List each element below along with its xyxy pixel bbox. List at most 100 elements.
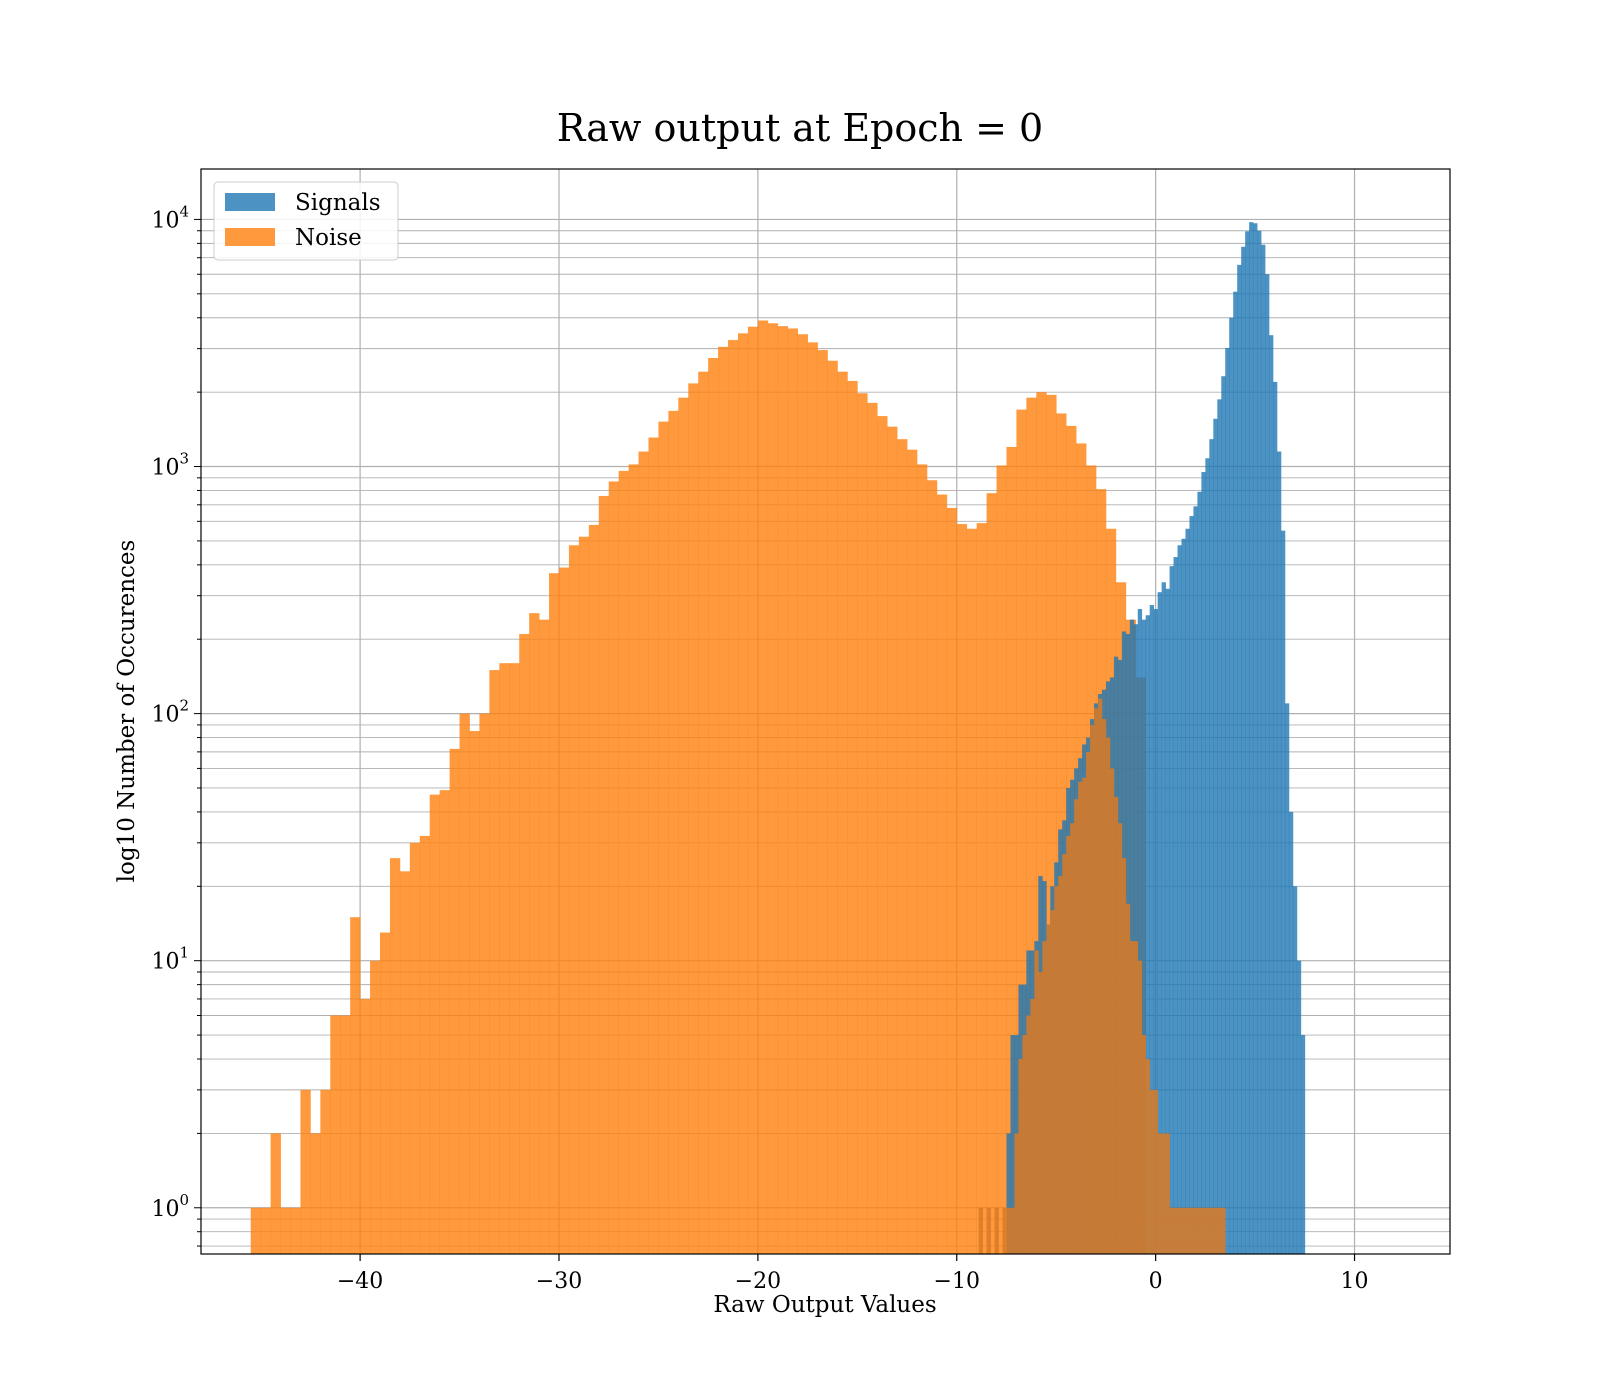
histogram-bar (379, 932, 391, 1254)
y-tick-label: 100 (151, 1191, 189, 1222)
histogram-bar (1217, 1207, 1222, 1254)
histogram-bar (1149, 605, 1155, 1254)
legend-swatch-noise (225, 228, 275, 246)
x-tick-label: 0 (1149, 1269, 1163, 1294)
histogram-bar (250, 1207, 262, 1254)
histogram-bar (370, 960, 381, 1254)
histogram-bar (1209, 439, 1214, 1255)
histogram-bar (1161, 582, 1166, 1254)
histogram-bar (578, 536, 590, 1254)
histogram-bar (1109, 768, 1115, 1254)
histogram-bar (718, 346, 729, 1254)
histogram-bar (787, 328, 799, 1254)
histogram-bar (1145, 1059, 1151, 1254)
histogram-bar (1300, 1035, 1306, 1254)
histogram-bar (1002, 1207, 1007, 1254)
histogram-bar (360, 998, 371, 1254)
histogram-bar (1097, 698, 1103, 1254)
histogram-bar (1165, 1133, 1170, 1254)
histogram-bar (489, 670, 500, 1254)
y-axis: 100 101 102 103 104 (151, 202, 201, 1247)
histogram-bar (449, 748, 460, 1254)
histogram-bars (250, 222, 1306, 1255)
histogram-bar (638, 451, 649, 1255)
histogram-bar (1173, 557, 1178, 1254)
histogram-bar (996, 465, 1007, 1254)
histogram-bar (519, 633, 530, 1254)
histogram-bar (1213, 418, 1218, 1254)
histogram-bar (1026, 1015, 1031, 1254)
histogram-bar (1086, 751, 1091, 1254)
histogram-bar (1145, 615, 1151, 1254)
histogram-bar (737, 333, 749, 1255)
histogram-bar (1193, 506, 1198, 1255)
legend-label-signals: Signals (295, 190, 381, 216)
histogram-bar (1265, 274, 1270, 1254)
histogram-bar (1177, 1207, 1182, 1254)
histogram-bar (867, 402, 878, 1254)
x-axis: −40 −30 −20 −10 0 10 (337, 1254, 1369, 1294)
histogram-bar (1125, 903, 1131, 1254)
histogram-bar (439, 790, 450, 1254)
histogram-bar (817, 350, 828, 1254)
histogram-bar (698, 371, 709, 1255)
histogram-bar (728, 340, 739, 1254)
histogram-bar (1022, 1035, 1027, 1254)
histogram-bar (837, 371, 848, 1255)
histogram-bar (558, 567, 570, 1254)
legend: Signals Noise (213, 181, 399, 261)
histogram-bar (1181, 538, 1186, 1254)
histogram-bar (1233, 291, 1238, 1255)
histogram-bar (529, 613, 540, 1254)
histogram-bar (1062, 854, 1067, 1254)
histogram-bar (688, 383, 699, 1254)
legend-swatch-signals (225, 193, 275, 211)
histogram-bar (290, 1207, 301, 1254)
histogram-bar (1296, 960, 1302, 1254)
histogram-bar (747, 326, 759, 1254)
histogram-bar (409, 842, 421, 1254)
histogram-bar (1042, 941, 1047, 1254)
histogram-bar (1292, 886, 1298, 1254)
histogram-bar (350, 917, 361, 1254)
histogram-bar (1026, 397, 1037, 1254)
histogram-bar (340, 1015, 351, 1254)
histogram-bar (1006, 1207, 1011, 1254)
histogram-bar (1129, 619, 1135, 1254)
histogram-bar (648, 437, 659, 1254)
histogram-bar (469, 731, 480, 1254)
histogram-bar (887, 426, 898, 1254)
histogram-bar (330, 1015, 341, 1254)
histogram-bar (539, 619, 550, 1254)
histogram-bar (1101, 719, 1107, 1254)
histogram-bar (1141, 1035, 1147, 1254)
histogram-bar (389, 858, 401, 1254)
histogram-bar (499, 663, 510, 1254)
histogram-bar (1137, 960, 1143, 1254)
histogram-bar (708, 357, 719, 1254)
histogram-bar (1177, 545, 1182, 1254)
histogram-bar (1261, 244, 1266, 1254)
histogram-bar (797, 334, 808, 1254)
histogram-bar (658, 421, 669, 1254)
histogram-bar (1121, 858, 1127, 1254)
x-tick-label: 10 (1341, 1269, 1369, 1294)
histogram-bar (1169, 1207, 1174, 1254)
histogram-bar (1133, 941, 1139, 1254)
histogram-bar (1113, 796, 1119, 1254)
histogram-bar (1193, 1207, 1198, 1254)
y-tick-label: 103 (151, 450, 189, 481)
histogram-bar (1161, 1133, 1166, 1254)
x-tick-label: −20 (735, 1269, 781, 1294)
histogram-bar (1189, 516, 1194, 1254)
histogram-bar (1014, 1133, 1019, 1254)
x-axis-label: Raw Output Values (713, 1292, 936, 1318)
histogram-bar (320, 1089, 331, 1254)
histogram-bar (300, 1089, 311, 1254)
y-tick-label: 101 (151, 944, 189, 975)
histogram-bar (1006, 446, 1017, 1254)
histogram-bar (1221, 376, 1226, 1254)
histogram-bar (1189, 1207, 1194, 1254)
histogram-bar (1229, 317, 1234, 1254)
histogram-bar (936, 494, 948, 1254)
